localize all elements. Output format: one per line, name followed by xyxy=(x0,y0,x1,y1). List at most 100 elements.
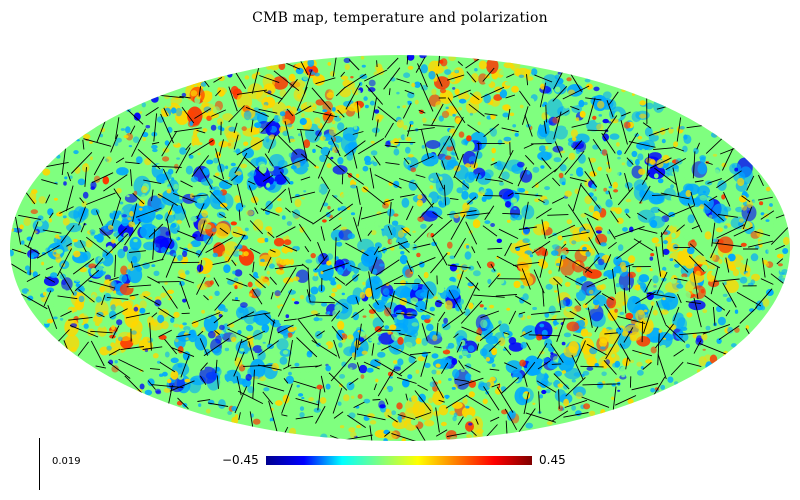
polarization-vector xyxy=(484,205,495,220)
temperature-spot xyxy=(368,79,376,87)
polarization-vector xyxy=(80,222,86,233)
temperature-spot xyxy=(295,67,304,75)
temperature-spot xyxy=(499,323,510,334)
temperature-spot xyxy=(575,392,583,399)
temperature-spot xyxy=(679,126,685,130)
temperature-spot xyxy=(321,302,328,307)
temperature-spot xyxy=(417,356,425,362)
temperature-spot xyxy=(117,236,124,243)
temperature-spot xyxy=(301,113,305,118)
polarization-vector xyxy=(436,73,443,87)
polarization-vector xyxy=(233,134,239,150)
temperature-spot xyxy=(419,55,427,59)
temperature-spot xyxy=(397,230,405,238)
temperature-spot xyxy=(295,269,310,283)
temperature-spot xyxy=(393,148,400,156)
temperature-spot xyxy=(228,291,235,300)
temperature-spot xyxy=(444,65,448,70)
temperature-spot xyxy=(216,329,222,334)
temperature-spot xyxy=(499,89,508,99)
temperature-spot xyxy=(355,173,360,178)
polarization-vector xyxy=(406,124,412,137)
polarization-vector xyxy=(688,255,705,273)
temperature-spot xyxy=(662,248,670,255)
temperature-spot xyxy=(484,220,491,225)
temperature-spot xyxy=(185,165,193,175)
temperature-spot xyxy=(142,336,151,342)
polarization-vector xyxy=(205,237,233,253)
temperature-spot xyxy=(160,246,167,253)
temperature-spot xyxy=(719,285,726,291)
temperature-spot xyxy=(288,152,293,158)
temperature-spot xyxy=(672,111,677,115)
temperature-spot xyxy=(26,290,33,296)
temperature-spot xyxy=(301,197,305,200)
polarization-vector xyxy=(475,172,480,182)
polarization-vector xyxy=(215,359,218,374)
temperature-spot xyxy=(174,338,179,343)
polarization-vector xyxy=(525,412,556,423)
temperature-spot xyxy=(578,99,585,108)
polarization-vector xyxy=(396,78,410,84)
polarization-vector xyxy=(68,316,93,321)
temperature-spot xyxy=(477,327,481,331)
polarization-vector xyxy=(115,227,127,239)
temperature-spot xyxy=(320,146,331,156)
polarization-vector xyxy=(584,212,599,221)
temperature-spot xyxy=(408,154,414,158)
polarization-vector xyxy=(103,174,128,192)
temperature-spot xyxy=(468,156,477,164)
polarization-vector xyxy=(484,113,498,116)
polarization-vector xyxy=(151,165,182,168)
polarization-vector xyxy=(718,325,740,340)
polarization-vector xyxy=(79,239,87,253)
temperature-spot xyxy=(55,255,62,263)
temperature-spot xyxy=(529,254,534,258)
temperature-spot xyxy=(111,365,119,373)
temperature-spot xyxy=(566,308,573,312)
temperature-spot xyxy=(299,295,305,300)
temperature-spot xyxy=(452,113,456,117)
polarization-vector xyxy=(181,106,195,124)
temperature-spot xyxy=(701,264,708,272)
temperature-spot xyxy=(152,353,159,359)
polarization-vector xyxy=(747,240,774,248)
temperature-spot xyxy=(193,144,199,148)
temperature-spot xyxy=(605,367,610,371)
temperature-spot xyxy=(719,222,725,227)
polarization-vector xyxy=(169,380,195,392)
temperature-spot xyxy=(513,280,521,289)
temperature-spot xyxy=(674,263,680,268)
temperature-spot xyxy=(402,292,410,297)
temperature-spot xyxy=(606,296,617,309)
temperature-spot xyxy=(619,366,628,375)
temperature-spot xyxy=(133,306,139,312)
temperature-spot xyxy=(656,194,665,201)
temperature-spot xyxy=(649,256,654,261)
polarization-vector xyxy=(306,289,311,303)
polarization-vector xyxy=(387,415,398,423)
polarization-vector xyxy=(357,206,363,227)
temperature-spot xyxy=(702,348,706,351)
temperature-spot xyxy=(706,197,711,202)
temperature-spot xyxy=(320,433,328,441)
polarization-vector xyxy=(96,120,106,143)
temperature-spot xyxy=(182,250,188,258)
polarization-vector xyxy=(541,219,546,239)
temperature-spot xyxy=(171,107,177,114)
polarization-vector xyxy=(352,131,364,135)
temperature-spot xyxy=(341,361,347,367)
polarization-vector xyxy=(109,308,128,319)
temperature-spot xyxy=(383,307,392,317)
polarization-vector xyxy=(739,307,758,324)
polarization-vector xyxy=(198,86,202,97)
temperature-spot xyxy=(346,381,355,391)
polarization-vector xyxy=(522,201,529,230)
temperature-spot xyxy=(135,332,143,339)
polarization-vector xyxy=(674,277,688,282)
temperature-spot xyxy=(117,336,123,342)
temperature-spot xyxy=(231,416,239,425)
temperature-spot xyxy=(528,98,535,106)
temperature-spot xyxy=(325,365,332,372)
polarization-vector xyxy=(177,397,189,410)
